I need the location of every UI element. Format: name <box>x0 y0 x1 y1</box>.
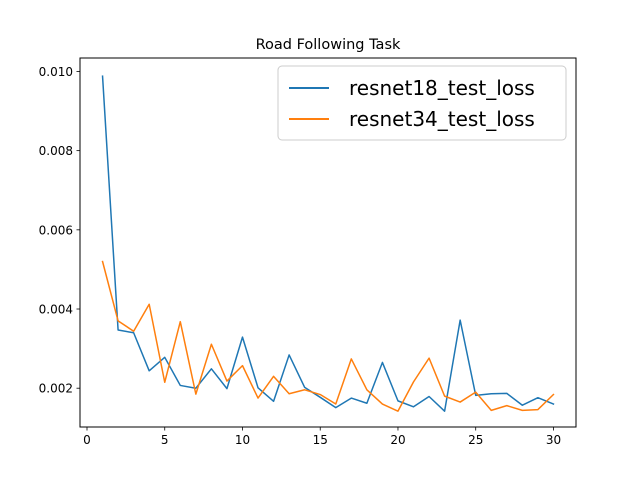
plot-frame <box>79 57 577 428</box>
x-axis: 0 5 10 15 20 25 30 <box>83 427 561 447</box>
x-tick-label: 15 <box>313 433 328 447</box>
legend: resnet18_test_loss resnet34_test_loss <box>277 65 567 141</box>
x-tick-label: 20 <box>390 433 405 447</box>
x-tick-label: 0 <box>83 433 91 447</box>
series-line-1 <box>101 260 555 412</box>
series-layer <box>101 75 555 412</box>
y-tick-label: 0.008 <box>39 144 73 158</box>
x-tick-label: 30 <box>546 433 561 447</box>
legend-label-1: resnet34_test_loss <box>349 107 535 131</box>
y-tick-label: 0.004 <box>39 303 73 317</box>
y-tick-label: 0.006 <box>39 223 73 237</box>
x-tick-label: 10 <box>235 433 250 447</box>
legend-label-0: resnet18_test_loss <box>349 76 535 100</box>
y-tick-label: 0.002 <box>39 382 73 396</box>
x-tick-label: 5 <box>161 433 169 447</box>
y-axis: 0.002 0.004 0.006 0.008 0.010 <box>39 65 80 396</box>
x-tick-label: 25 <box>468 433 483 447</box>
y-tick-label: 0.010 <box>39 65 73 79</box>
legend-box <box>277 65 567 141</box>
chart-title: Road Following Task <box>256 37 401 53</box>
